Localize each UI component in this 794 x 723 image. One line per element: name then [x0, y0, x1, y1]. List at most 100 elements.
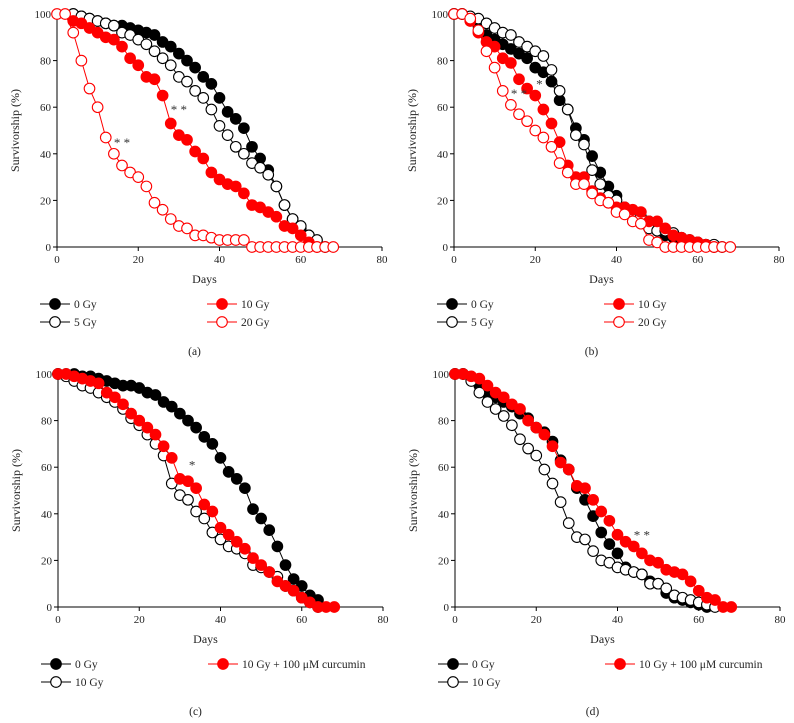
y-tick-label: 60 — [438, 462, 450, 474]
data-point — [271, 540, 284, 553]
series-0-gy — [67, 8, 323, 249]
data-point — [140, 38, 153, 51]
significance-marker: * — [189, 458, 196, 473]
data-point — [99, 131, 112, 144]
y-tick-label: 40 — [437, 149, 449, 161]
y-tick-label: 40 — [438, 509, 450, 521]
data-point — [570, 129, 582, 142]
data-point — [206, 505, 219, 518]
data-point — [164, 117, 177, 130]
x-tick-label: 20 — [133, 254, 145, 266]
data-point — [164, 213, 177, 225]
data-point — [238, 187, 250, 200]
legend-marker — [446, 316, 458, 328]
data-point — [222, 466, 235, 478]
legend-item: 10 Gy — [41, 676, 104, 689]
data-point — [108, 19, 120, 32]
data-point — [546, 440, 559, 453]
data-point — [586, 164, 598, 176]
y-axis-label: Survivorship (%) — [406, 449, 420, 532]
data-point — [651, 215, 663, 228]
data-point — [174, 407, 186, 420]
legend-marker — [446, 298, 458, 310]
data-point — [472, 24, 485, 37]
panel-b: 0 20 40 60 80 0 20 40 60 80 100 Days Survivorship (%… — [405, 8, 785, 358]
data-point — [140, 180, 153, 193]
data-point — [709, 594, 721, 606]
legend-marker — [447, 658, 459, 670]
legend-marker — [613, 298, 625, 310]
data-point — [246, 140, 258, 153]
data-point — [505, 57, 517, 69]
data-point — [182, 414, 194, 427]
legend-label: 0 Gy — [471, 299, 494, 311]
data-point — [190, 421, 202, 434]
series-10-gy — [449, 368, 721, 613]
data-point — [562, 463, 575, 476]
series-10-gy-100-m-curcumin — [449, 368, 738, 613]
data-point — [148, 29, 161, 41]
y-tick-label: 80 — [40, 56, 52, 68]
data-point — [603, 514, 616, 527]
data-point — [230, 473, 243, 485]
data-point — [239, 482, 251, 495]
y-tick-label: 40 — [40, 149, 52, 161]
x-axis-label: Days — [589, 272, 614, 286]
data-point — [505, 29, 517, 41]
data-point — [132, 171, 145, 183]
data-point — [205, 166, 218, 179]
legend-label: 10 Gy — [241, 299, 270, 311]
legend-marker — [216, 298, 228, 310]
series-10-gy — [464, 15, 720, 253]
data-point — [173, 47, 185, 60]
data-point — [586, 187, 598, 200]
data-point — [270, 180, 283, 193]
legend-item: 20 Gy — [604, 316, 667, 329]
data-point — [464, 12, 477, 25]
data-point — [529, 124, 542, 137]
data-point — [488, 61, 501, 74]
data-point — [213, 92, 226, 104]
data-point — [238, 122, 250, 135]
data-point — [481, 379, 494, 392]
data-point — [190, 482, 202, 495]
y-tick-label: 100 — [36, 369, 53, 381]
y-tick-label: 80 — [437, 56, 449, 68]
data-point — [513, 108, 525, 121]
legend-label: 5 Gy — [74, 317, 97, 329]
data-point — [247, 503, 259, 515]
legend-item: 0 Gy — [438, 658, 495, 671]
data-point — [229, 180, 242, 193]
data-point — [553, 85, 566, 97]
data-point — [156, 89, 169, 102]
panel-a: 0 20 40 60 80 0 20 40 60 80 100 Days Survivorship (%… — [8, 8, 388, 358]
data-point — [611, 528, 624, 541]
data-point — [149, 428, 162, 441]
data-point — [327, 241, 340, 253]
data-point — [561, 103, 574, 116]
data-point — [198, 431, 211, 443]
data-point — [545, 140, 558, 153]
data-point — [594, 178, 607, 190]
significance-marker: * — [536, 77, 543, 92]
data-point — [522, 442, 534, 455]
y-axis-label: Survivorship (%) — [405, 89, 419, 172]
data-point — [214, 452, 227, 464]
y-tick-label: 0 — [47, 602, 53, 614]
x-tick-label: 40 — [214, 254, 226, 266]
data-point — [206, 438, 219, 450]
x-tick-label: 0 — [54, 254, 60, 266]
y-tick-label: 0 — [444, 602, 450, 614]
panel-caption: (d) — [586, 706, 600, 718]
data-point — [636, 547, 648, 560]
y-tick-label: 0 — [443, 242, 449, 254]
legend-label: 10 Gy + 100 μM curcumin — [639, 659, 763, 671]
legend-marker — [50, 658, 62, 670]
data-point — [205, 78, 218, 90]
significance-marker: * * — [114, 135, 130, 150]
data-point — [165, 400, 178, 413]
data-point — [635, 206, 647, 218]
data-point — [255, 512, 267, 525]
significance-marker: * * — [171, 102, 187, 117]
data-point — [328, 601, 341, 613]
